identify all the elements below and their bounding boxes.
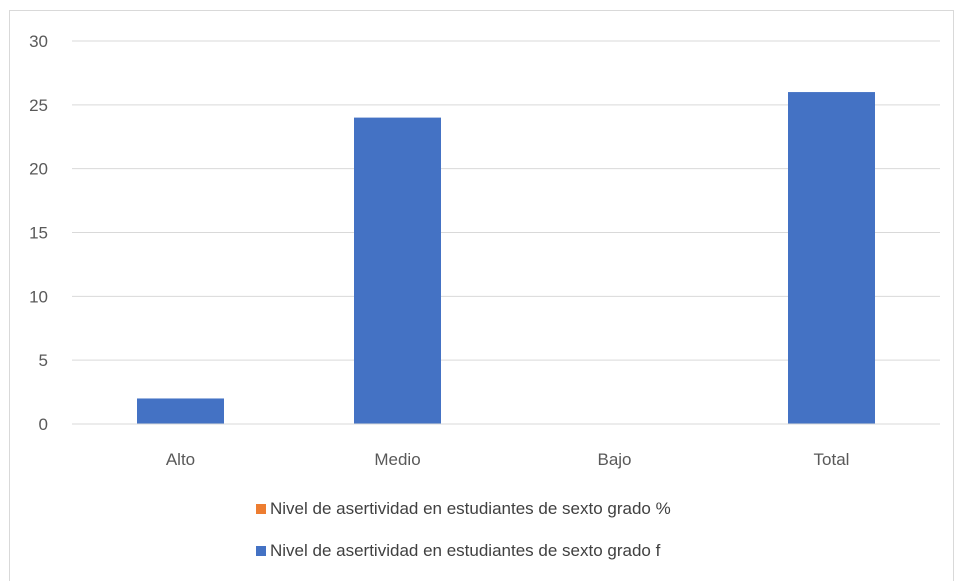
legend-swatch-1 [256, 504, 266, 514]
y-tick-label: 20 [29, 160, 48, 179]
y-tick-label: 10 [29, 287, 48, 306]
legend-label-1: Nivel de asertividad en estudiantes de s… [270, 499, 671, 518]
bar-medio-series-2 [354, 117, 441, 424]
x-tick-label: Alto [166, 450, 195, 469]
y-tick-label: 0 [39, 415, 48, 434]
x-tick-label: Medio [374, 450, 420, 469]
legend: Nivel de asertividad en estudiantes de s… [256, 499, 671, 560]
bar-total-series-2 [788, 92, 875, 425]
y-tick-label: 5 [39, 351, 48, 370]
bars [137, 92, 875, 425]
y-tick-label: 15 [29, 224, 48, 243]
x-axis-ticks: Alto Medio Bajo Total [166, 450, 850, 469]
x-tick-label: Total [814, 450, 850, 469]
y-tick-label: 30 [29, 32, 48, 51]
legend-swatch-2 [256, 546, 266, 556]
legend-label-2: Nivel de asertividad en estudiantes de s… [270, 541, 661, 560]
y-tick-label: 25 [29, 96, 48, 115]
x-tick-label: Bajo [597, 450, 631, 469]
y-axis-ticks: 0 5 10 15 20 25 30 [29, 32, 48, 434]
bar-alto-series-2 [137, 398, 224, 424]
